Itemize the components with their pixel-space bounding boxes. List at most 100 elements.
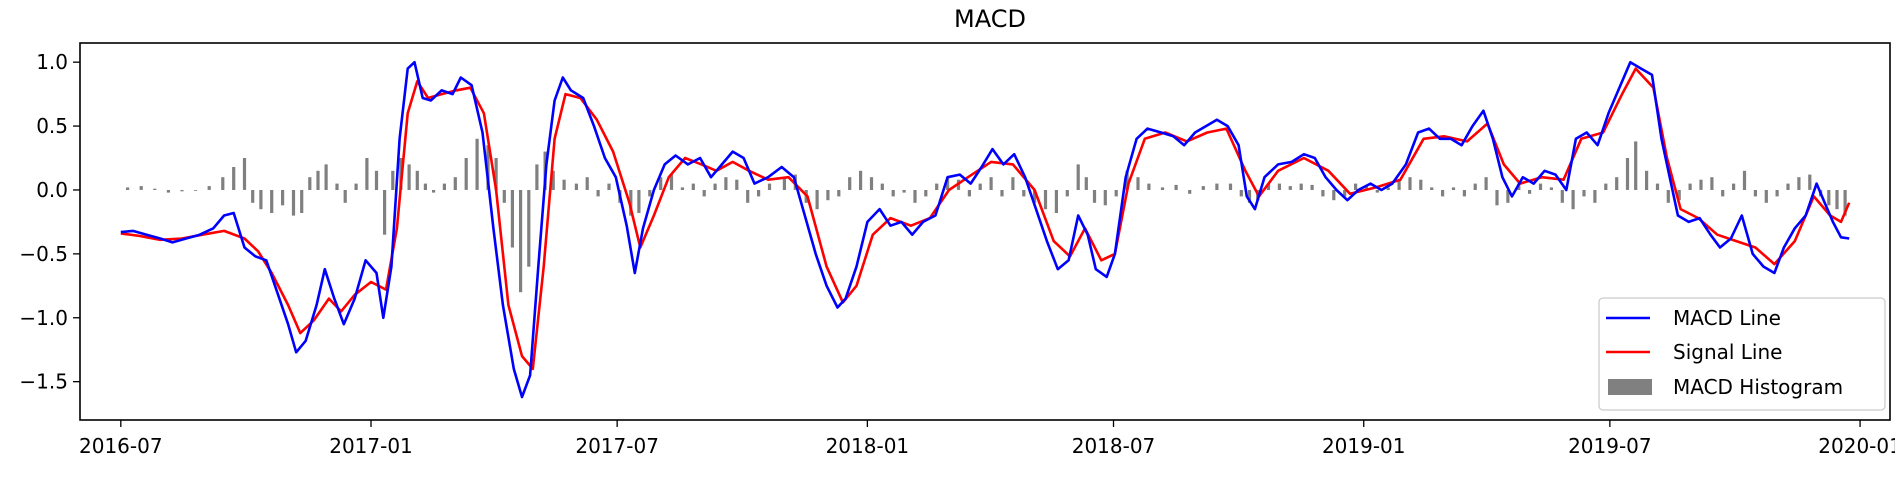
legend-macd-line-label: MACD Line <box>1673 306 1781 330</box>
histogram-bar <box>415 170 419 190</box>
histogram-bar <box>1582 190 1586 197</box>
histogram-bar <box>1054 190 1058 213</box>
histogram-bar <box>1634 141 1638 190</box>
histogram-bar <box>1473 183 1477 190</box>
x-tick-label: 2019-07 <box>1568 434 1652 458</box>
histogram-bar <box>1764 190 1768 203</box>
histogram-bar <box>407 164 411 190</box>
histogram-bar <box>891 190 895 197</box>
histogram-bar <box>1228 183 1233 190</box>
histogram-bar <box>1011 177 1015 190</box>
histogram-bar <box>1835 190 1839 210</box>
histogram-bar <box>1092 190 1097 203</box>
histogram-bar <box>1732 183 1736 190</box>
histogram-bar <box>1065 190 1069 197</box>
histogram-bar <box>442 183 446 190</box>
histogram-bar <box>1022 190 1026 197</box>
histogram-bar <box>1742 170 1747 190</box>
histogram-bar <box>1604 183 1608 190</box>
histogram-bar <box>1321 190 1325 197</box>
histogram-bar <box>423 183 427 190</box>
histogram-bar <box>354 183 358 190</box>
histogram-bar <box>494 158 498 190</box>
histogram-bar <box>383 190 387 235</box>
histogram-bar <box>527 190 531 267</box>
histogram-bar <box>1354 183 1358 190</box>
x-tick-label: 2017-01 <box>329 434 413 458</box>
histogram-bar <box>1786 183 1790 190</box>
histogram-bar <box>1364 186 1368 190</box>
histogram-bar <box>562 179 566 190</box>
histogram-bar <box>935 183 939 190</box>
histogram-bar <box>746 190 750 203</box>
x-tick-label: 2019-01 <box>1322 434 1406 458</box>
histogram-bar <box>1827 190 1831 206</box>
plot-area <box>120 60 1851 399</box>
histogram-bar <box>1147 183 1151 190</box>
x-tick-label: 2018-01 <box>826 434 910 458</box>
histogram-bar <box>1215 183 1219 190</box>
histogram-bar <box>1677 190 1681 201</box>
y-tick-label: 0.0 <box>36 178 68 202</box>
histogram-bar <box>1775 190 1779 197</box>
histogram-bar <box>1710 177 1714 190</box>
histogram-bar <box>300 190 304 213</box>
histogram-bar <box>1375 190 1379 193</box>
x-tick-label: 2020-01 <box>1818 434 1895 458</box>
histogram-bar <box>464 158 468 190</box>
legend-signal-line-label: Signal Line <box>1673 340 1782 364</box>
histogram-bar <box>1043 190 1048 210</box>
y-tick-label: −1.5 <box>19 370 68 394</box>
histogram-bar <box>1484 177 1488 190</box>
histogram-bar <box>1332 190 1336 201</box>
histogram-bar <box>596 190 600 197</box>
histogram-bar <box>574 183 578 190</box>
histogram-bar <box>1666 190 1670 203</box>
histogram-bar <box>659 177 663 190</box>
histogram-bar <box>1699 179 1703 190</box>
histogram-bar <box>691 183 695 190</box>
histogram-bar <box>453 177 457 190</box>
histogram-bar <box>837 190 841 197</box>
histogram-bar <box>735 179 739 190</box>
chart-title: MACD <box>954 5 1026 33</box>
histogram-bar <box>946 177 950 190</box>
legend-histogram-swatch <box>1608 379 1652 395</box>
histogram-bar <box>251 190 255 203</box>
histogram-bar <box>180 190 184 192</box>
histogram-bar <box>335 183 339 190</box>
histogram-bar <box>510 190 514 248</box>
legend: MACD Line Signal Line MACD Histogram <box>1598 297 1886 411</box>
histogram-bar <box>242 158 247 190</box>
histogram-bar <box>153 188 157 190</box>
histogram-bar <box>1114 190 1118 197</box>
histogram-bar <box>207 186 211 190</box>
histogram-bar <box>924 190 928 197</box>
histogram-bar <box>1103 190 1107 206</box>
histogram-bar <box>880 183 884 190</box>
histogram-bar <box>1625 158 1630 190</box>
histogram-bar <box>859 170 863 190</box>
histogram-bar <box>1538 183 1543 190</box>
histogram-bar <box>1174 184 1178 190</box>
histogram-bar <box>1549 187 1553 190</box>
histogram-bar <box>1288 186 1292 190</box>
histogram-bar <box>502 190 506 203</box>
histogram-bar <box>1125 170 1129 190</box>
histogram-bar <box>1397 179 1401 190</box>
histogram-bar <box>1136 177 1140 190</box>
histogram-bar <box>902 190 906 193</box>
histogram-bar <box>1160 187 1165 190</box>
histogram-bar <box>1277 183 1281 190</box>
histogram-bar <box>316 170 320 190</box>
histogram-bar <box>782 177 786 190</box>
histogram-bar <box>166 190 170 193</box>
histogram-bar <box>680 187 684 190</box>
histogram-bar <box>1343 190 1347 197</box>
histogram-bar <box>724 177 728 190</box>
histogram-bar <box>848 177 852 190</box>
histogram-bar <box>1266 183 1271 190</box>
histogram-bar <box>551 170 555 190</box>
histogram-bar <box>1528 190 1532 194</box>
